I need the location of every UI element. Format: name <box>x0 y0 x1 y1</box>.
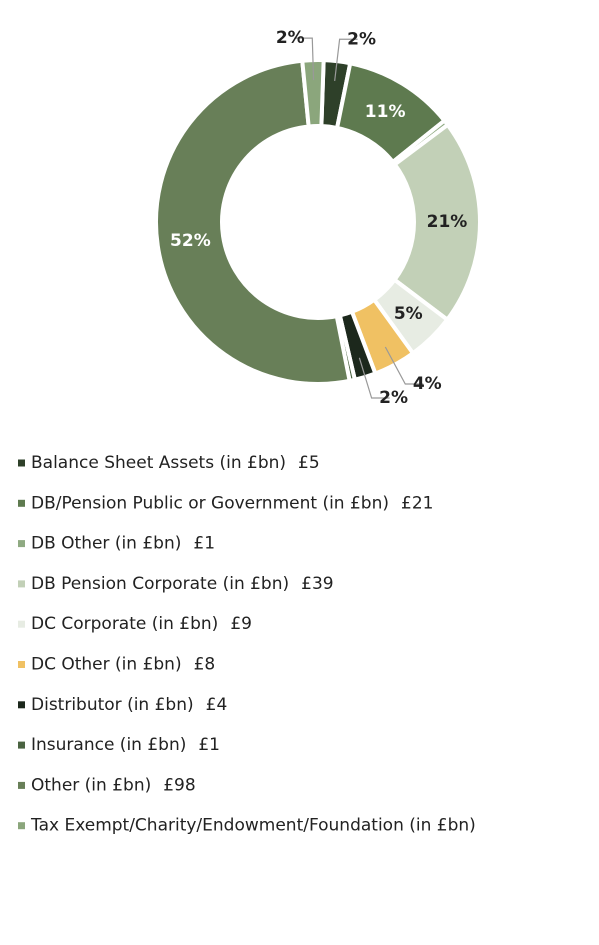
legend-value: £8 <box>194 655 216 675</box>
legend-label: Insurance (in £bn) £1 <box>31 735 220 755</box>
legend-marker <box>18 661 25 668</box>
legend-name: DB Pension Corporate (in £bn) <box>31 574 289 594</box>
legend-label: Balance Sheet Assets (in £bn) £5 <box>31 453 320 473</box>
percent-label: 4% <box>413 374 442 394</box>
legend-value: £9 <box>230 614 252 634</box>
legend-marker <box>18 540 25 548</box>
percent-label: 52% <box>170 231 211 251</box>
legend-label: DC Other (in £bn) £8 <box>31 655 215 675</box>
legend-marker <box>18 822 25 830</box>
legend-value: £1 <box>198 735 220 755</box>
donut-slice <box>300 58 326 129</box>
legend-marker <box>18 741 25 749</box>
legend-label: DC Corporate (in £bn) £9 <box>31 614 252 634</box>
legend-marker <box>18 499 25 507</box>
percent-label: 2% <box>379 388 408 408</box>
percent-label: 11% <box>365 102 406 122</box>
legend-value: £1 <box>193 534 215 554</box>
legend-label: Distributor (in £bn) £4 <box>31 695 227 715</box>
legend-value: £39 <box>301 574 333 594</box>
percent-label: 21% <box>427 212 468 232</box>
leader-line <box>334 38 358 82</box>
legend-name: DB/Pension Public or Government (in £bn) <box>31 493 389 513</box>
leader-line <box>384 346 424 385</box>
legend-label: Tax Exempt/Charity/Endowment/Foundation … <box>30 816 476 836</box>
legend-name: DC Corporate (in £bn) <box>31 614 218 634</box>
legend-name: DC Other (in £bn) <box>31 655 182 675</box>
legend-name: Distributor (in £bn) <box>31 695 194 715</box>
legend-value: £4 <box>206 695 228 715</box>
legend-name: Insurance (in £bn) <box>31 735 186 755</box>
legend-label: Other (in £bn) £98 <box>31 775 196 795</box>
donut-slice <box>154 58 352 386</box>
legend-marker <box>18 459 25 467</box>
legend-marker <box>18 620 25 628</box>
leader-line <box>294 37 315 81</box>
legend-value: £21 <box>401 493 433 513</box>
legend-name: Tax Exempt/Charity/Endowment/Foundation … <box>30 816 476 836</box>
legend-marker <box>18 580 25 588</box>
legend-name: Other (in £bn) <box>31 775 151 795</box>
leader-line <box>358 357 390 399</box>
legend-name: DB Other (in £bn) <box>31 534 181 554</box>
legend-label: DB/Pension Public or Government (in £bn)… <box>31 493 433 513</box>
legend-value: £98 <box>163 775 195 795</box>
legend-marker <box>18 701 25 709</box>
percent-label: 5% <box>394 304 423 324</box>
legend-value: £5 <box>298 453 320 473</box>
percent-label: 2% <box>276 28 305 48</box>
legend-label: DB Other (in £bn) £1 <box>31 534 215 554</box>
percent-label: 2% <box>347 29 376 49</box>
legend-marker <box>18 781 25 789</box>
legend-label: DB Pension Corporate (in £bn) £39 <box>31 574 334 594</box>
legend-name: Balance Sheet Assets (in £bn) <box>31 453 286 473</box>
